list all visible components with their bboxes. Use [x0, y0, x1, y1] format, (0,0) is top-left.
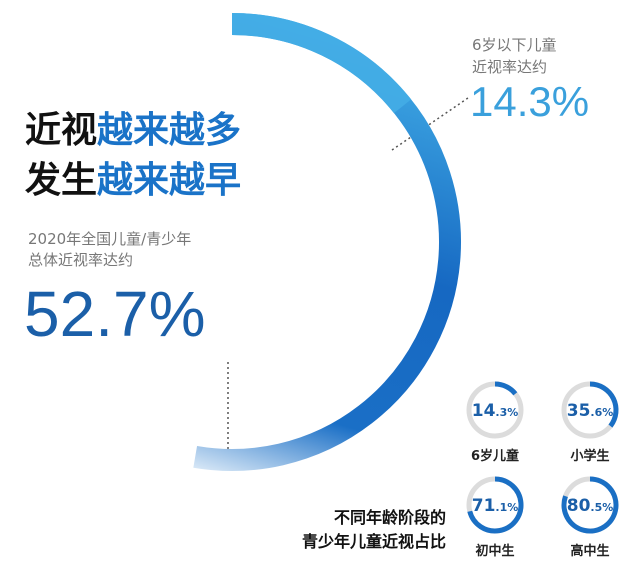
callout-leader [391, 97, 469, 151]
donut-value-frac: .5% [590, 501, 613, 514]
donut-arc [494, 381, 518, 396]
main-arc [193, 13, 461, 471]
donut-name: 6岁儿童 [471, 448, 519, 464]
donut-arc [561, 476, 619, 534]
callout-label: 近视率达约 [472, 58, 547, 76]
donut-value-int: 35 [567, 401, 591, 421]
caption: 不同年龄阶段的 [334, 508, 446, 527]
headline-part: 越来越早 [97, 160, 241, 201]
headline-part: 发生 [25, 160, 97, 201]
headline: 近视越来越多 [25, 110, 241, 151]
callout-label: 6岁以下儿童 [472, 36, 557, 54]
donut-name: 高中生 [570, 543, 609, 559]
headline: 发生越来越早 [25, 160, 241, 201]
donut-value-frac: .3% [495, 406, 518, 419]
donut-name: 小学生 [570, 448, 609, 464]
main-value: 52.7% [24, 278, 205, 350]
donut-name: 初中生 [475, 543, 514, 559]
donut-value-int: 14 [472, 401, 496, 421]
headline-part: 近视 [25, 110, 97, 151]
donut-value: 80.5% [567, 496, 614, 516]
donut-arc [589, 381, 619, 428]
donut-value: 71.1% [472, 496, 519, 516]
donut-value: 35.6% [567, 401, 614, 421]
caption: 青少年儿童近视占比 [302, 532, 446, 551]
donut-value-int: 80 [567, 496, 591, 516]
callout-value: 14.3% [470, 78, 589, 125]
donut-value-int: 71 [472, 496, 496, 516]
donut-value: 14.3% [472, 401, 519, 421]
donut-value-frac: .6% [590, 406, 613, 419]
donut-value-frac: .1% [495, 501, 518, 514]
headline-part: 越来越多 [97, 110, 241, 151]
main-label: 总体近视率达约 [28, 251, 133, 269]
donut-arc [467, 476, 524, 534]
callout-arc [231, 13, 412, 114]
main-label: 2020年全国儿童/青少年 [28, 230, 191, 248]
